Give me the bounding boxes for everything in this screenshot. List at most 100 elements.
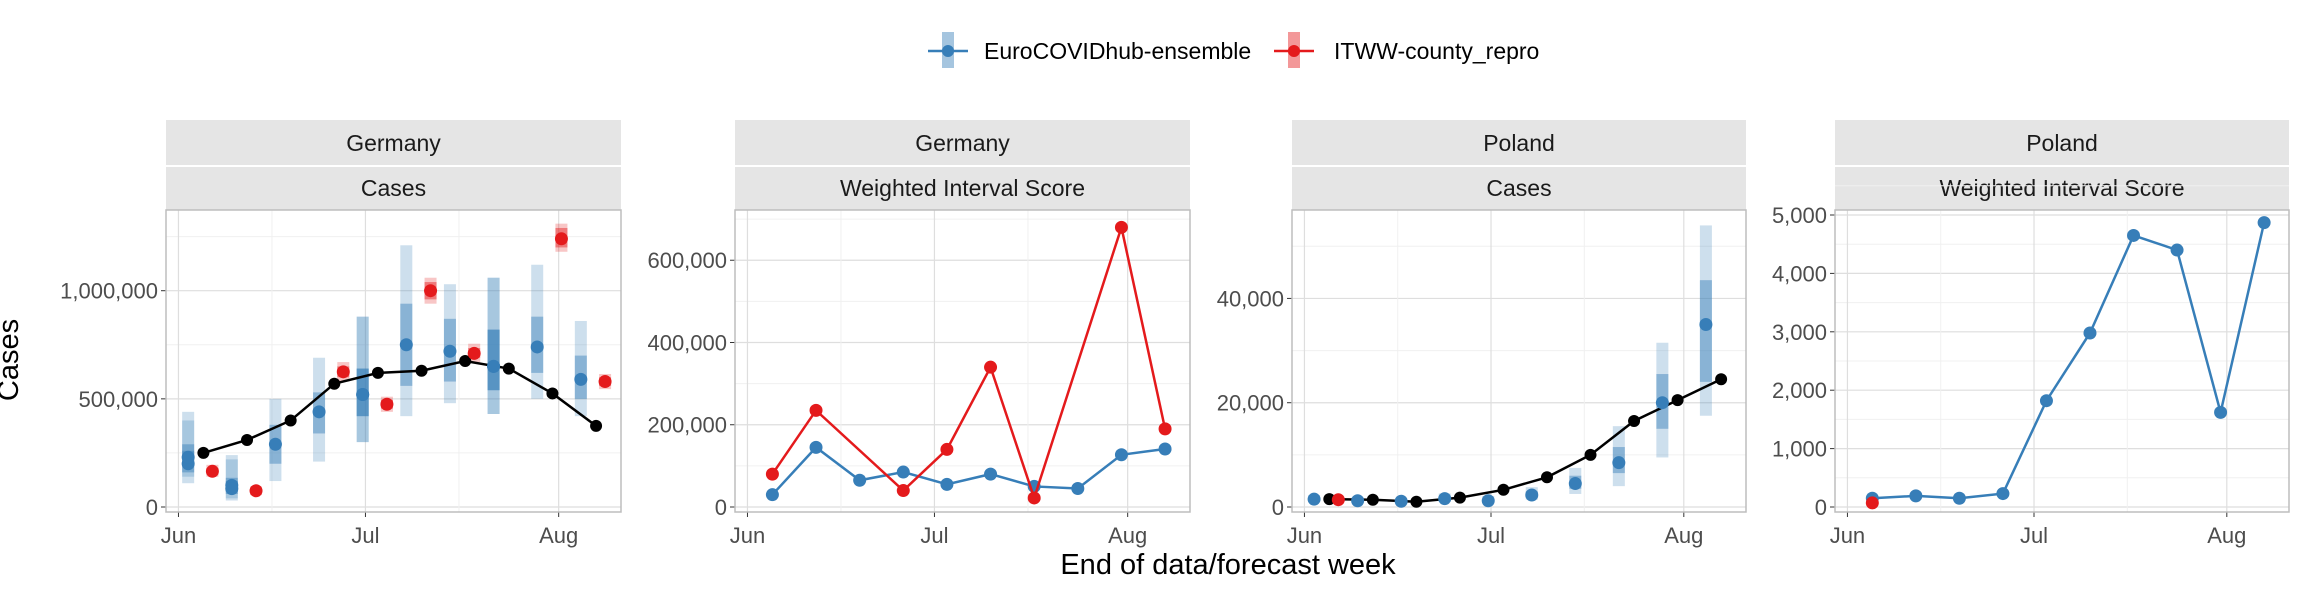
score-point bbox=[940, 477, 954, 491]
x-tick-label: Jun bbox=[161, 523, 196, 548]
strip-measure bbox=[735, 166, 1190, 210]
score-point bbox=[1865, 496, 1879, 510]
observed-point bbox=[415, 364, 428, 377]
observed-point bbox=[371, 366, 384, 379]
forecast-median-point bbox=[487, 359, 501, 373]
interval-inner bbox=[1699, 280, 1712, 382]
legend-key-ensemble bbox=[928, 32, 968, 68]
panel-border bbox=[165, 209, 622, 513]
score-point bbox=[984, 360, 998, 374]
score-point bbox=[1909, 489, 1923, 503]
panel-border bbox=[734, 209, 1191, 513]
observed-point bbox=[1584, 448, 1597, 461]
interval-outer bbox=[356, 316, 369, 443]
forecast-median-point bbox=[312, 405, 326, 419]
panel-background bbox=[735, 210, 1190, 512]
forecast-median-point bbox=[467, 346, 481, 360]
y-tick-label: 600,000 bbox=[647, 248, 727, 273]
score-line bbox=[1872, 222, 2266, 500]
y-tick-label: 3,000 bbox=[1772, 320, 1827, 345]
y-tick-label: 1,000,000 bbox=[60, 279, 158, 304]
score-point bbox=[1158, 422, 1172, 436]
y-tick-label: 4,000 bbox=[1772, 261, 1827, 286]
observed-line bbox=[203, 359, 597, 455]
strip-location-label: Germany bbox=[346, 130, 441, 156]
interval-outer bbox=[487, 277, 500, 414]
observed-point bbox=[1497, 483, 1510, 496]
score-point bbox=[1114, 220, 1128, 234]
forecast-median-point bbox=[1331, 493, 1345, 507]
strip-location bbox=[735, 120, 1190, 166]
y-tick-label: 0 bbox=[715, 495, 727, 520]
forecast-median-point bbox=[225, 482, 239, 496]
strip-location bbox=[1292, 120, 1746, 166]
y-axis-title: Cases bbox=[0, 319, 25, 401]
forecast-median-point bbox=[1351, 494, 1365, 508]
forecast-median-point bbox=[1438, 492, 1452, 506]
score-line bbox=[771, 222, 1167, 502]
score-point bbox=[1027, 491, 1041, 505]
x-axis-title: End of data/forecast week bbox=[1060, 549, 1396, 581]
interval-outer bbox=[574, 320, 587, 417]
score-point bbox=[765, 467, 779, 481]
observed-point bbox=[1453, 491, 1466, 504]
score-point bbox=[1952, 491, 1966, 505]
panel-border bbox=[1834, 209, 2290, 513]
observed-point bbox=[459, 355, 472, 367]
y-tick-label: 20,000 bbox=[1217, 391, 1284, 416]
forecast-median-point bbox=[530, 340, 544, 354]
x-tick-label: Jul bbox=[1477, 523, 1505, 548]
x-tick-label: Aug bbox=[539, 523, 578, 548]
strip-measure-label: Weighted Interval Score bbox=[840, 175, 1085, 201]
forecast-median-point bbox=[1699, 318, 1713, 331]
y-tick-label: 200,000 bbox=[647, 413, 727, 438]
interval-outer bbox=[1612, 426, 1625, 487]
x-tick-label: Jul bbox=[2020, 523, 2048, 548]
panel-border bbox=[1291, 209, 1747, 513]
strip-location bbox=[166, 120, 621, 166]
observed-point bbox=[1410, 495, 1423, 508]
strip-measure-label: Cases bbox=[361, 175, 426, 201]
y-tick-label: 5,000 bbox=[1772, 203, 1827, 228]
score-point bbox=[809, 403, 823, 417]
score-point bbox=[940, 442, 954, 456]
strip-location-label: Poland bbox=[1483, 130, 1555, 156]
score-point bbox=[2214, 405, 2228, 419]
interval-outer bbox=[487, 277, 500, 414]
interval-outer bbox=[531, 264, 544, 399]
score-point bbox=[2083, 326, 2097, 340]
strip-measure-label: Cases bbox=[1486, 175, 1551, 201]
score-point bbox=[1114, 448, 1128, 462]
forecast-median-point bbox=[1307, 492, 1321, 506]
y-tick-label: 500,000 bbox=[78, 387, 158, 412]
x-tick-label: Aug bbox=[1664, 523, 1703, 548]
score-point bbox=[765, 488, 779, 502]
forecast-median-point bbox=[399, 338, 413, 352]
y-tick-label: 2,000 bbox=[1772, 378, 1827, 403]
panel-1: Germany Cases 0 500,000 1,000,000 Jun Jul Aug bbox=[60, 120, 622, 548]
x-tick-label: Jun bbox=[1287, 523, 1322, 548]
strip-measure bbox=[1292, 166, 1746, 210]
observed-point bbox=[546, 387, 559, 400]
strip-location bbox=[1835, 120, 2289, 166]
x-tick-label: Jul bbox=[920, 523, 948, 548]
observed-point bbox=[1540, 471, 1553, 484]
observed-point bbox=[284, 414, 297, 427]
observed-point bbox=[1628, 414, 1641, 427]
interval-outer bbox=[400, 245, 413, 417]
x-tick-label: Jun bbox=[1830, 523, 1865, 548]
forecast-median-point bbox=[249, 484, 263, 498]
score-point bbox=[896, 465, 910, 479]
score-point bbox=[2257, 216, 2271, 230]
interval-outer bbox=[356, 316, 369, 443]
observed-point bbox=[328, 377, 341, 390]
forecast-median-point bbox=[1394, 494, 1408, 508]
forecast-median-point bbox=[554, 232, 568, 246]
forecast-median-point bbox=[1525, 488, 1539, 502]
legend: EuroCOVIDhub-ensemble ITWW-county_repro bbox=[928, 32, 1539, 68]
y-tick-label: 1,000 bbox=[1772, 437, 1827, 462]
score-point bbox=[1158, 442, 1172, 456]
observed-point bbox=[1671, 394, 1684, 407]
score-point bbox=[2127, 228, 2141, 242]
